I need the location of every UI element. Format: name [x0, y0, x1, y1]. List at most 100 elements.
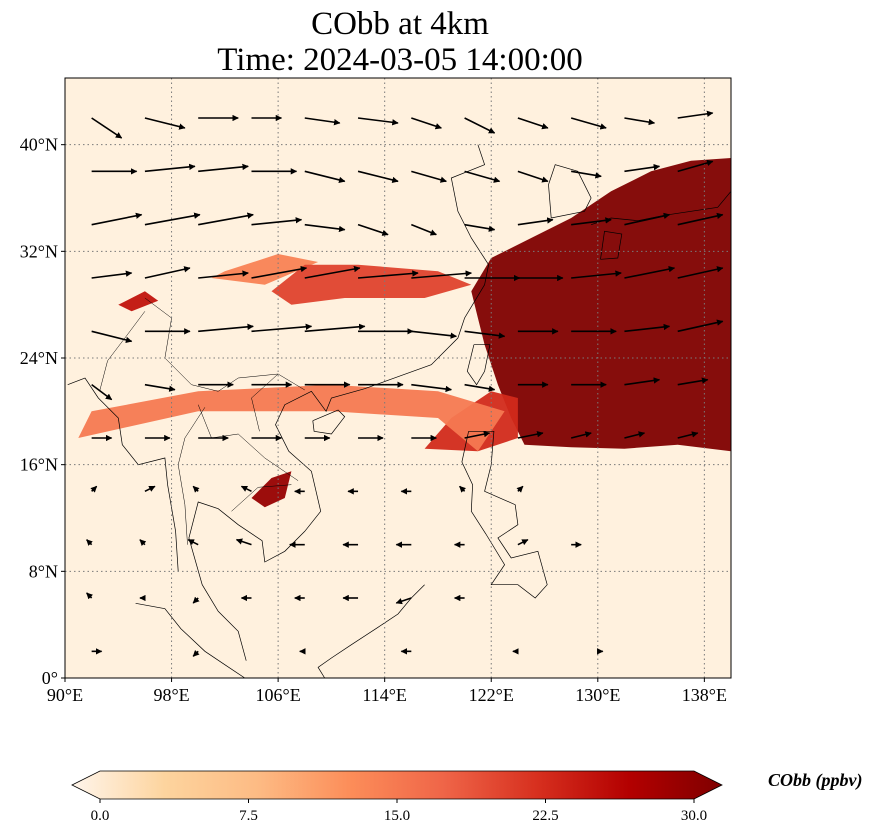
wind-vector [357, 223, 389, 236]
wind-vector [624, 163, 661, 173]
wind-vector [144, 485, 156, 493]
wind-vector [624, 377, 661, 386]
wind-vector [677, 319, 724, 333]
wind-vector [198, 212, 254, 226]
colorbar-body [71, 770, 723, 800]
coastline-3 [312, 409, 346, 435]
colorbar-tick-label: 22.5 [532, 808, 558, 824]
wind-vector [571, 170, 602, 179]
wind-vector [144, 266, 191, 279]
wind-vector [198, 323, 254, 333]
wind-vector [411, 330, 457, 339]
wind-vector [517, 430, 544, 439]
lat-tick-label: 40°N [20, 135, 58, 155]
coastline-0 [188, 144, 489, 661]
plume-5 [118, 291, 159, 312]
wind-vector [464, 223, 496, 232]
wind-vector [464, 117, 496, 134]
longitude-tick-labels: 90°E 98°E 106°E 114°E 122°E 130°E 138°E [47, 678, 727, 705]
colorbar-tick-label: 30.0 [681, 808, 707, 824]
map-title: CObb at 4km [311, 6, 489, 42]
wind-vector [570, 431, 592, 439]
colorbar-tick-label: 15.0 [384, 808, 410, 824]
colorbar-title: CObb (ppbv) [768, 770, 863, 790]
wind-vector [192, 596, 200, 604]
wind-vector [677, 266, 724, 279]
wind-vector [304, 223, 346, 233]
plume-3 [211, 254, 319, 285]
wind-vector [240, 485, 252, 493]
wind-vector [192, 485, 200, 493]
wind-vector [357, 117, 399, 126]
wind-vector [192, 649, 200, 657]
wind-vector [464, 330, 506, 339]
wind-vector [464, 430, 491, 439]
wind-vector [357, 270, 419, 279]
wind-vector [395, 597, 412, 605]
map-area [65, 78, 731, 678]
coastline-1 [67, 377, 179, 572]
border-2 [231, 484, 292, 512]
wind-vector [464, 170, 501, 183]
lon-tick-label: 122°E [469, 685, 514, 705]
wind-vector [90, 485, 98, 493]
wind-vector [91, 212, 143, 226]
coastline-5 [317, 584, 425, 678]
wind-vector [304, 323, 366, 333]
wind-vector [571, 217, 612, 226]
wind-vector [187, 538, 199, 546]
colorbar-tick-label: 0.0 [91, 808, 110, 824]
colorbar: 0.0 7.5 15.0 22.5 30.0 [71, 770, 723, 824]
wind-vector [198, 270, 249, 279]
wind-vector [411, 170, 447, 183]
lat-tick-label: 32°N [20, 241, 58, 261]
wind-vector [570, 117, 607, 130]
wind-vector [411, 117, 442, 130]
wind-vector [86, 539, 93, 547]
wind-vector [677, 159, 714, 173]
map-frame [64, 77, 732, 679]
wind-vector [139, 539, 147, 547]
lat-tick-label: 8°N [29, 561, 58, 581]
wind-vector [251, 323, 313, 333]
latitude-tick-labels: 0° 8°N 16°N 24°N 32°N 40°N [20, 135, 65, 688]
coastlines [67, 144, 731, 678]
lon-tick-label: 114°E [362, 685, 407, 705]
border-0 [144, 297, 305, 392]
wind-vector [411, 223, 437, 236]
wind-vector [144, 117, 186, 130]
wind-vector [624, 431, 646, 439]
wind-vectors [86, 110, 724, 657]
coastline-2 [466, 344, 491, 386]
wind-vector [144, 383, 176, 392]
border-5 [251, 373, 279, 432]
wind-vector [198, 163, 249, 173]
lon-tick-label: 98°E [153, 685, 189, 705]
wind-vector [517, 117, 549, 130]
colorbar-ticks: 0.0 7.5 15.0 22.5 30.0 [91, 799, 707, 824]
wind-vector [91, 270, 133, 279]
wind-vector [516, 485, 524, 493]
wind-vector [624, 265, 676, 279]
wind-vector [517, 538, 529, 546]
wind-vector [677, 212, 724, 226]
plume-2 [78, 384, 505, 452]
coastline-9 [135, 602, 245, 678]
lat-tick-label: 0° [42, 668, 58, 688]
wind-vector [251, 217, 303, 226]
border-3 [99, 311, 146, 392]
coastline-4 [461, 430, 548, 599]
wind-vector [677, 110, 714, 119]
plume-6 [251, 471, 292, 508]
lon-tick-label: 106°E [256, 685, 301, 705]
wind-vector [304, 117, 341, 126]
wind-vector [91, 330, 133, 344]
coastline-7 [548, 164, 592, 219]
wind-vector [624, 212, 671, 226]
plume-0 [471, 158, 731, 452]
wind-vector [251, 265, 308, 279]
wind-vector [86, 592, 93, 600]
lon-tick-label: 90°E [47, 685, 83, 705]
lon-tick-label: 130°E [575, 685, 620, 705]
